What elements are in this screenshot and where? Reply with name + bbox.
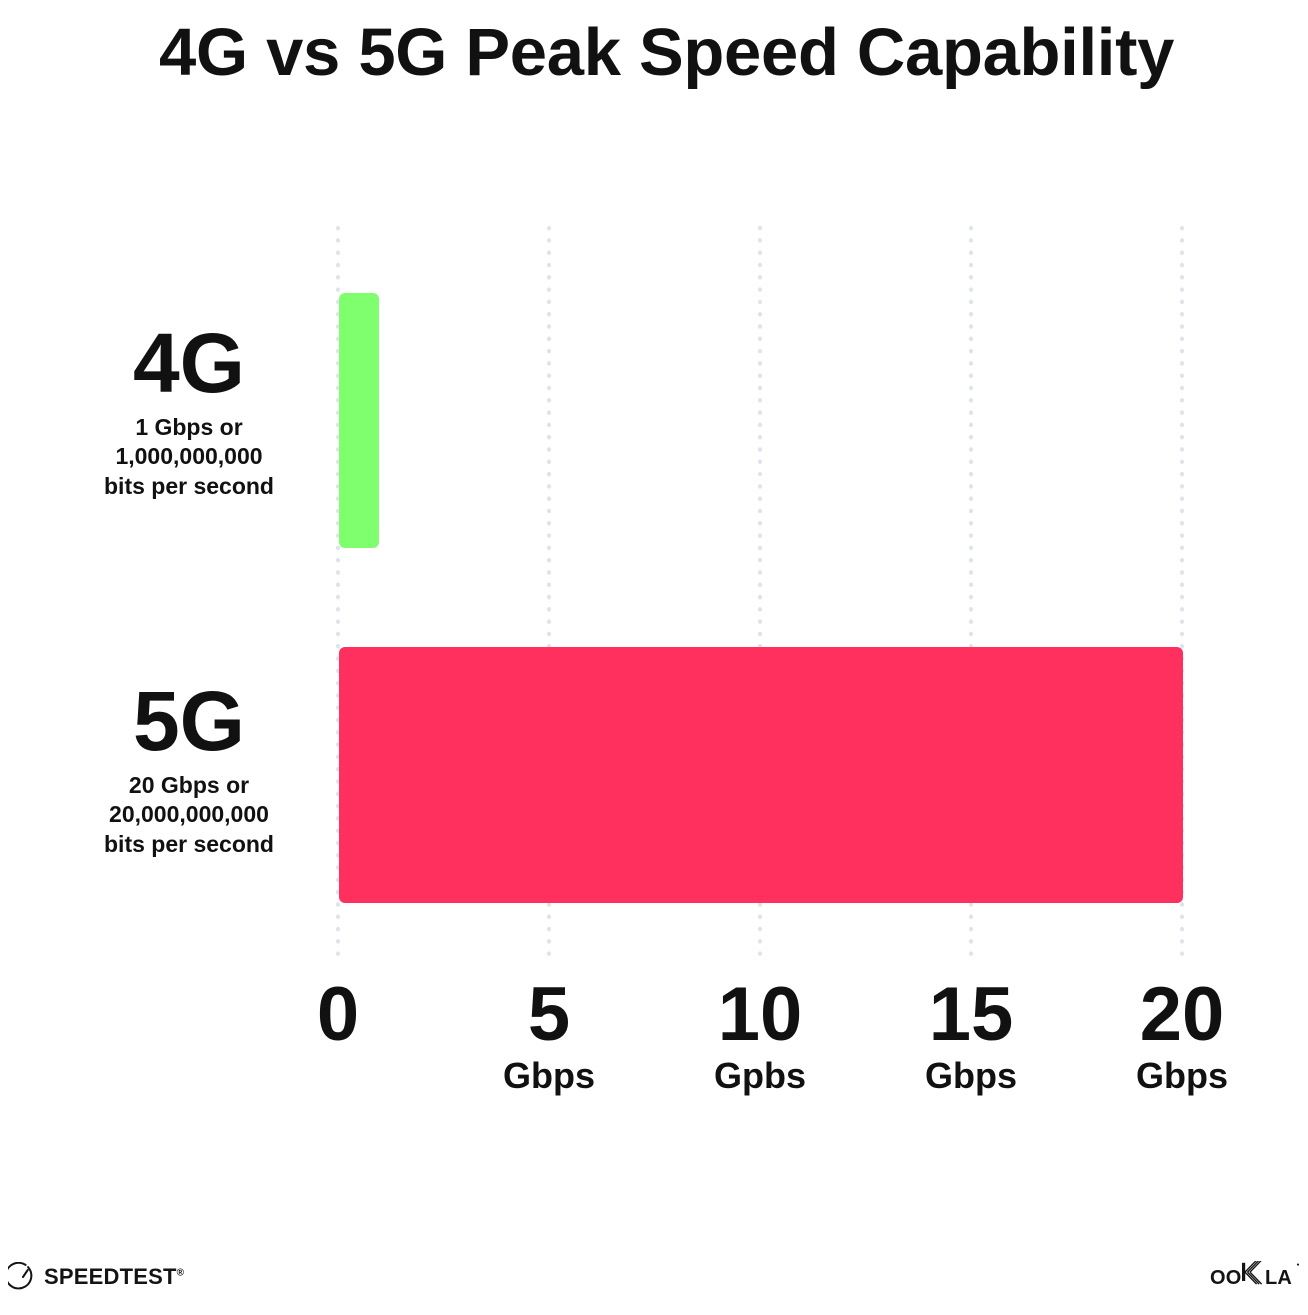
svg-text:LA: LA	[1265, 1267, 1292, 1289]
svg-text:OO: OO	[1210, 1267, 1242, 1289]
